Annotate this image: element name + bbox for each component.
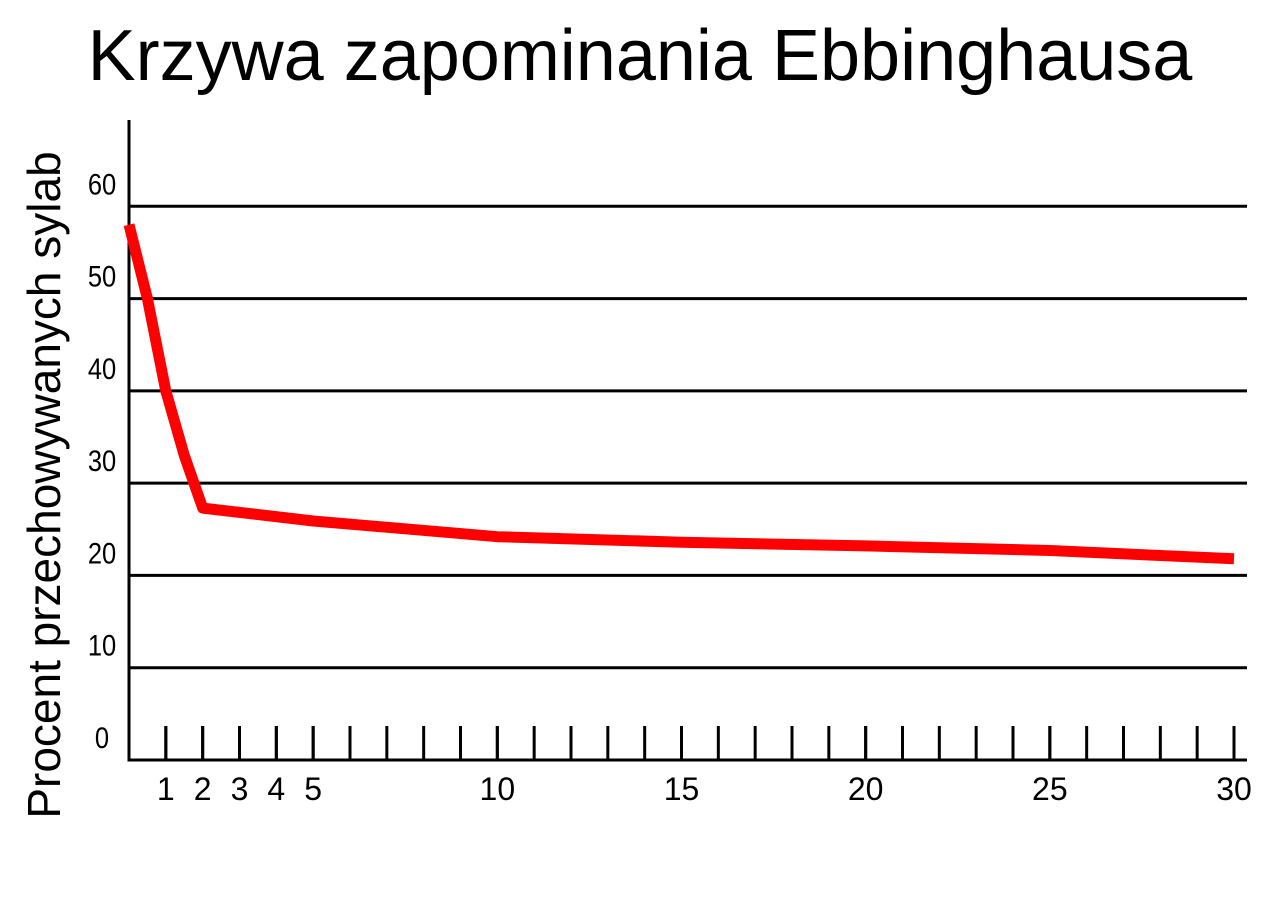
y-axis-label: Procent przechowywanych sylab <box>18 151 70 818</box>
y-tick-label: 10 <box>88 629 116 662</box>
data-line <box>123 223 1235 565</box>
chart-title: Krzywa zapominania Ebbinghausa <box>88 16 1194 96</box>
y-tick-label: 30 <box>88 444 116 477</box>
x-tick-label: 2 <box>194 771 212 807</box>
x-tick-label: 25 <box>1032 771 1068 807</box>
x-tick-label: 20 <box>848 771 884 807</box>
x-tick-label: 3 <box>231 771 249 807</box>
y-tick-label: 60 <box>88 167 116 200</box>
x-tick-label: 4 <box>267 771 285 807</box>
y-tick-label: 0 <box>95 721 109 754</box>
x-tick-label: 15 <box>664 771 700 807</box>
x-tick-label: 30 <box>1216 771 1252 807</box>
y-tick-label: 40 <box>88 352 116 385</box>
x-tick-label: 10 <box>480 771 516 807</box>
y-tick-label: 50 <box>88 260 116 293</box>
y-tick-label: 20 <box>88 536 116 569</box>
x-tick-label: 5 <box>304 771 322 807</box>
x-tick-label: 1 <box>157 771 175 807</box>
